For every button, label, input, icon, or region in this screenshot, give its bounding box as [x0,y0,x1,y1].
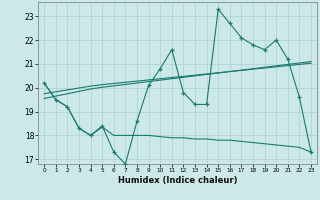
X-axis label: Humidex (Indice chaleur): Humidex (Indice chaleur) [118,176,237,185]
